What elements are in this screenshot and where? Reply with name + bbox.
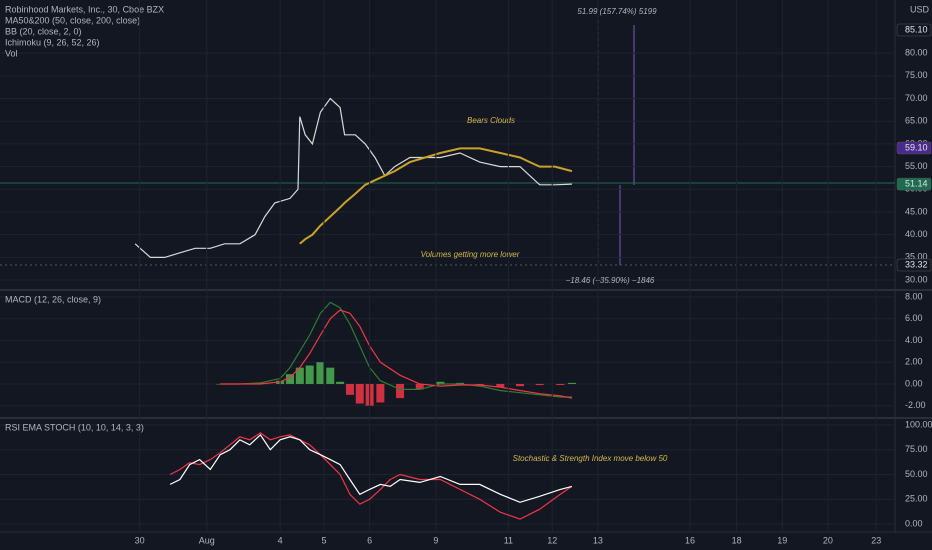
x-tick-label: 18 [732, 535, 742, 545]
pane-title: RSI EMA STOCH (10, 10, 14, 3, 3) [5, 422, 144, 432]
x-tick-label: 6 [367, 535, 372, 545]
annotation: −18.46 (−35.90%) −1846 [566, 276, 655, 285]
y-tick-label: 4.00 [905, 335, 923, 345]
y-tick-label: 65.00 [905, 116, 928, 126]
histogram-bar [355, 383, 364, 404]
y-tick-label: 70.00 [905, 93, 928, 103]
x-tick-label: 16 [685, 535, 695, 545]
price-marker [896, 258, 932, 272]
histogram-bar [567, 382, 576, 384]
indicator-label: BB (20, close, 2, 0) [5, 26, 82, 36]
price-marker [896, 141, 932, 155]
price-marker-label: 51.14 [905, 178, 928, 188]
pane-title: MACD (12, 26, close, 9) [5, 294, 101, 304]
y-tick-label: 50.00 [905, 469, 928, 479]
histogram-bar [345, 383, 354, 395]
histogram-bar [396, 383, 405, 399]
x-tick-label: 5 [321, 535, 326, 545]
price-marker-label: 33.32 [905, 259, 928, 269]
histogram-bar [515, 383, 524, 387]
price-marker-label: 59.10 [905, 142, 928, 152]
indicator-label: Ichimoku (9, 26, 52, 26) [5, 37, 100, 47]
x-tick-label: 9 [433, 535, 438, 545]
y-tick-label: 40.00 [905, 229, 928, 239]
currency-label: USD [910, 4, 930, 14]
y-tick-label: 75.00 [905, 444, 928, 454]
y-tick-label: 25.00 [905, 494, 928, 504]
histogram-bar [316, 362, 325, 384]
x-tick-label: 13 [593, 535, 603, 545]
annotation: 51.99 (157.74%) 5199 [577, 7, 657, 16]
histogram-bar [216, 383, 225, 385]
annotation: Volumes getting more lower [421, 250, 520, 259]
y-tick-label: 0.00 [905, 518, 923, 528]
y-tick-label: 2.00 [905, 357, 923, 367]
histogram-bar [556, 383, 565, 386]
histogram-bar [436, 381, 445, 384]
y-tick-label: 45.00 [905, 206, 928, 216]
histogram-bar [285, 374, 294, 384]
histogram-bar [305, 365, 314, 384]
x-tick-label: 12 [547, 535, 557, 545]
indicator-label: Vol [5, 48, 18, 58]
price-marker [896, 23, 932, 37]
x-tick-label: 19 [777, 535, 787, 545]
annotation: Bears Clouds [467, 116, 515, 125]
x-tick-label: 30 [135, 535, 145, 545]
pane-title: Robinhood Markets, Inc., 30, Cboe BZX [5, 4, 164, 14]
series-line [134, 97, 572, 258]
x-tick-label: 11 [504, 535, 513, 545]
series-line [169, 432, 573, 520]
x-tick-label: 23 [871, 535, 881, 545]
histogram-bar [496, 383, 505, 388]
series-line [220, 309, 573, 399]
y-tick-label: 80.00 [905, 48, 928, 58]
indicator-label: MA50&200 (50, close, 200, close) [5, 15, 140, 25]
histogram-bar [415, 383, 424, 390]
y-tick-label: 6.00 [905, 313, 923, 323]
series-line [169, 433, 573, 503]
y-tick-label: 8.00 [905, 291, 923, 301]
annotation: Stochastic & Strength Index move below 5… [513, 454, 668, 463]
x-tick-label: Aug [199, 535, 215, 545]
x-tick-label: 20 [823, 535, 833, 545]
y-tick-label: -2.00 [905, 400, 926, 410]
y-tick-label: 0.00 [905, 378, 923, 388]
price-marker-label: 85.10 [905, 24, 928, 34]
y-tick-label: 35.00 [905, 252, 928, 262]
series-line [220, 301, 572, 398]
histogram-bar [376, 383, 385, 403]
y-tick-label: 55.00 [905, 161, 928, 171]
y-tick-label: 30.00 [905, 274, 928, 284]
y-tick-label: 100.00 [905, 419, 932, 429]
series-line [299, 147, 573, 245]
histogram-bar [326, 367, 335, 384]
histogram-bar [295, 367, 304, 384]
histogram-bar [535, 383, 544, 386]
histogram-bar [336, 381, 345, 384]
x-tick-label: 4 [278, 535, 283, 545]
y-tick-label: 75.00 [905, 70, 928, 80]
price-marker [896, 177, 932, 191]
